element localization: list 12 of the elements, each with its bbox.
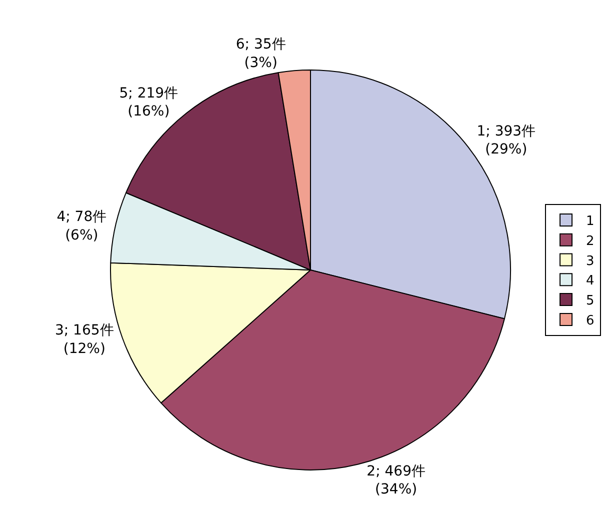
data-label: 2; 469件 (34%): [366, 463, 426, 498]
legend-label: 6: [586, 314, 594, 329]
legend-label: 5: [586, 294, 594, 309]
data-label: 5; 219件 (16%): [119, 85, 178, 120]
data-label: 1; 393件 (29%): [476, 123, 536, 158]
data-label: 4; 78件 (6%): [56, 209, 107, 244]
legend-label: 2: [586, 234, 594, 249]
data-label: 6; 35件 (3%): [236, 36, 286, 71]
legend-label: 3: [586, 254, 594, 269]
legend-label: 1: [586, 214, 594, 230]
legend-label: 4: [586, 274, 594, 289]
data-label: 3; 165件 (12%): [54, 322, 114, 357]
